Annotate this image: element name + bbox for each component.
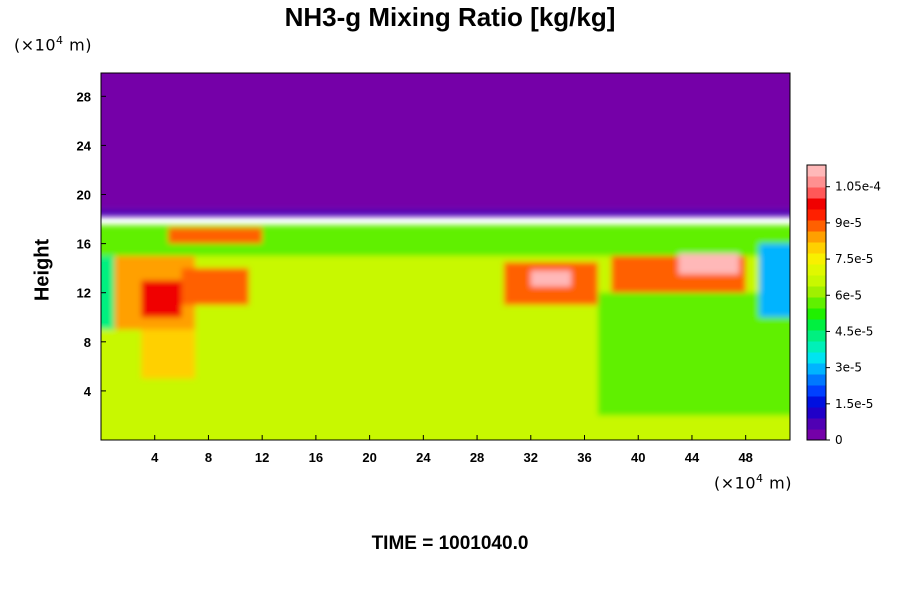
colorbar-swatch: [807, 374, 826, 386]
colorbar-frame: [806, 164, 827, 441]
colorbar-tick-label: 1.5e-5: [835, 397, 873, 411]
x-tick-label: 20: [362, 450, 376, 465]
chart-title: NH3-g Mixing Ratio [kg/kg]: [284, 2, 616, 32]
colorbar-swatch: [807, 187, 826, 199]
x-tick-label: 40: [631, 450, 645, 465]
colorbar-swatch: [807, 319, 826, 331]
colorbar-swatch: [807, 429, 826, 441]
colorbar-swatch: [807, 297, 826, 309]
colorbar-tick-label: 6e-5: [835, 288, 862, 302]
colorbar-tick-label: 1.05e-4: [835, 180, 881, 194]
heatmap-region: [168, 227, 263, 244]
x-tick-label: 8: [205, 450, 212, 465]
y-axis: 4 8 12 16 20 24 28: [77, 89, 106, 399]
colorbar-tick-label: 4.5e-5: [835, 324, 873, 338]
y-tick-label: 20: [77, 188, 91, 203]
y-tick-label: 28: [77, 89, 91, 104]
x-tick-label: 28: [470, 450, 484, 465]
colorbar-swatch: [807, 198, 826, 210]
x-tick-label: 44: [685, 450, 700, 465]
colorbar-swatch: [807, 286, 826, 298]
x-axis: 4 8 12 16 20 24 28 32 36 40 44 48: [151, 435, 753, 465]
heatmap-region: [181, 268, 249, 305]
colorbar-swatch: [807, 418, 826, 430]
colorbar-swatch: [807, 363, 826, 375]
heatmap-region: [678, 253, 739, 275]
colorbar-swatch: [807, 264, 826, 276]
colorbar-tick-label: 7.5e-5: [835, 252, 873, 266]
heatmap-region: [530, 270, 572, 287]
heatmap-region: [141, 329, 196, 379]
y-tick-label: 12: [77, 286, 91, 301]
x-tick-label: 36: [577, 450, 591, 465]
colorbar-tick-label: 3e-5: [835, 361, 862, 375]
y-tick-label: 8: [84, 335, 91, 350]
x-tick-label: 32: [524, 450, 538, 465]
y-tick-label: 24: [77, 138, 92, 153]
heatmap-region: [759, 243, 790, 318]
x-tick-label: 16: [309, 450, 323, 465]
colorbar-swatch: [807, 352, 826, 364]
heatmap-region: [141, 280, 182, 318]
colorbar-swatch: [807, 176, 826, 188]
colorbar-swatch: [807, 308, 826, 320]
time-label: TIME = 1001040.0: [371, 533, 529, 554]
colorbar-swatch: [807, 385, 826, 397]
colorbar-swatch: [807, 209, 826, 221]
colorbar-tick-label: 9e-5: [835, 216, 862, 230]
colorbar-swatch: [807, 253, 826, 265]
x-tick-label: 48: [738, 450, 752, 465]
x-tick-label: 12: [255, 450, 269, 465]
colorbar-swatch: [807, 231, 826, 243]
plot-frame: [100, 72, 791, 441]
y-tick-label: 16: [77, 237, 91, 252]
colorbar-swatch: [807, 341, 826, 353]
colorbar-swatch: [807, 242, 826, 254]
heatmap-region: [101, 73, 790, 210]
colorbar-swatch: [807, 330, 826, 342]
heatmap-region: [597, 292, 790, 416]
colorbar-tick-label: 0: [835, 433, 843, 447]
x-tick-label: 4: [151, 450, 159, 465]
x-tick-label: 24: [416, 450, 431, 465]
heatmap-region: [101, 209, 790, 217]
colorbar-swatch: [807, 396, 826, 408]
x-axis-unit: (×104 m): [714, 472, 792, 493]
colorbar-swatch: [807, 407, 826, 419]
plot-area: [101, 73, 790, 440]
y-axis-unit: (×104 m): [14, 34, 92, 55]
colorbar-swatch: [807, 165, 826, 177]
colorbar: 0 1.5e-5 3e-5 4.5e-5 6e-5 7.5e-5 9e-5 1.05e-4: [806, 164, 881, 447]
colorbar-swatch: [807, 275, 826, 287]
y-tick-label: 4: [84, 384, 92, 399]
colorbar-swatch: [807, 220, 826, 232]
